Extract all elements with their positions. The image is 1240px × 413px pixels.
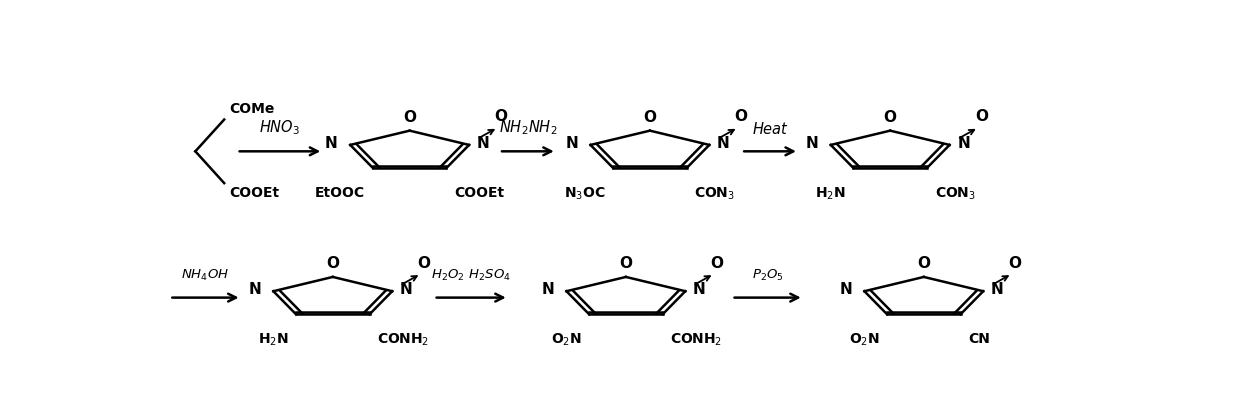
Text: N: N (476, 136, 490, 151)
Text: COMe: COMe (229, 102, 274, 116)
Text: N: N (325, 136, 337, 151)
Text: H$_2$O$_2$ H$_2$SO$_4$: H$_2$O$_2$ H$_2$SO$_4$ (432, 268, 511, 283)
Text: CON$_3$: CON$_3$ (935, 185, 976, 202)
Text: O: O (418, 256, 430, 271)
Text: O: O (644, 110, 656, 125)
Text: H$_2$N: H$_2$N (258, 332, 289, 348)
Text: O: O (495, 109, 507, 124)
Text: COOEt: COOEt (454, 185, 505, 199)
Text: CONH$_2$: CONH$_2$ (377, 332, 429, 348)
Text: O$_2$N: O$_2$N (551, 332, 582, 348)
Text: N: N (839, 282, 852, 297)
Text: N: N (541, 282, 554, 297)
Text: P$_2$O$_5$: P$_2$O$_5$ (751, 268, 784, 283)
Text: CONH$_2$: CONH$_2$ (671, 332, 723, 348)
Text: O$_2$N: O$_2$N (848, 332, 879, 348)
Text: N: N (565, 136, 578, 151)
Text: COOEt: COOEt (229, 186, 279, 200)
Text: N: N (717, 136, 730, 151)
Text: O: O (975, 109, 988, 124)
Text: EtOOC: EtOOC (315, 185, 366, 199)
Text: O: O (326, 256, 340, 271)
Text: O: O (884, 110, 897, 125)
Text: CN: CN (968, 332, 990, 346)
Text: N: N (991, 282, 1003, 297)
Text: NH$_4$OH: NH$_4$OH (181, 268, 229, 283)
Text: N: N (248, 282, 260, 297)
Text: H$_2$N: H$_2$N (815, 185, 846, 202)
Text: N: N (693, 282, 706, 297)
Text: N: N (806, 136, 818, 151)
Text: N$_3$OC: N$_3$OC (564, 185, 605, 202)
Text: CON$_3$: CON$_3$ (694, 185, 735, 202)
Text: Heat: Heat (753, 122, 787, 137)
Text: O: O (734, 109, 748, 124)
Text: O: O (918, 256, 930, 271)
Text: N: N (399, 282, 413, 297)
Text: NH$_2$NH$_2$: NH$_2$NH$_2$ (498, 118, 557, 137)
Text: HNO$_3$: HNO$_3$ (259, 118, 300, 137)
Text: O: O (1008, 256, 1022, 271)
Text: N: N (957, 136, 970, 151)
Text: O: O (403, 110, 417, 125)
Text: O: O (711, 256, 723, 271)
Text: O: O (620, 256, 632, 271)
